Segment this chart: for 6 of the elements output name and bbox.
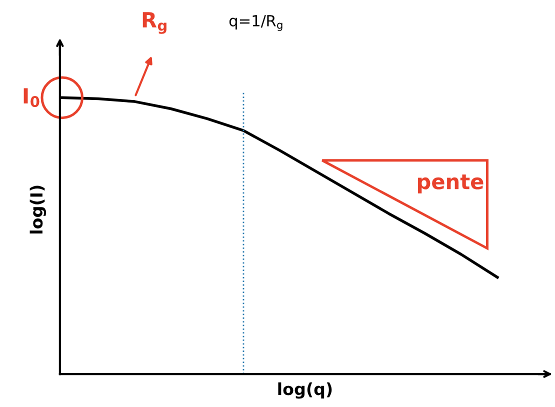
text: I$_{0}$ bbox=[24, 88, 40, 108]
annotation: pente bbox=[418, 174, 484, 194]
x-axis-title: log(q) bbox=[278, 382, 332, 399]
text: R$_{g}$ bbox=[142, 12, 166, 34]
text: q=1/R$_{g}$ bbox=[229, 15, 282, 31]
y-axis-title: log(I) bbox=[30, 186, 46, 234]
